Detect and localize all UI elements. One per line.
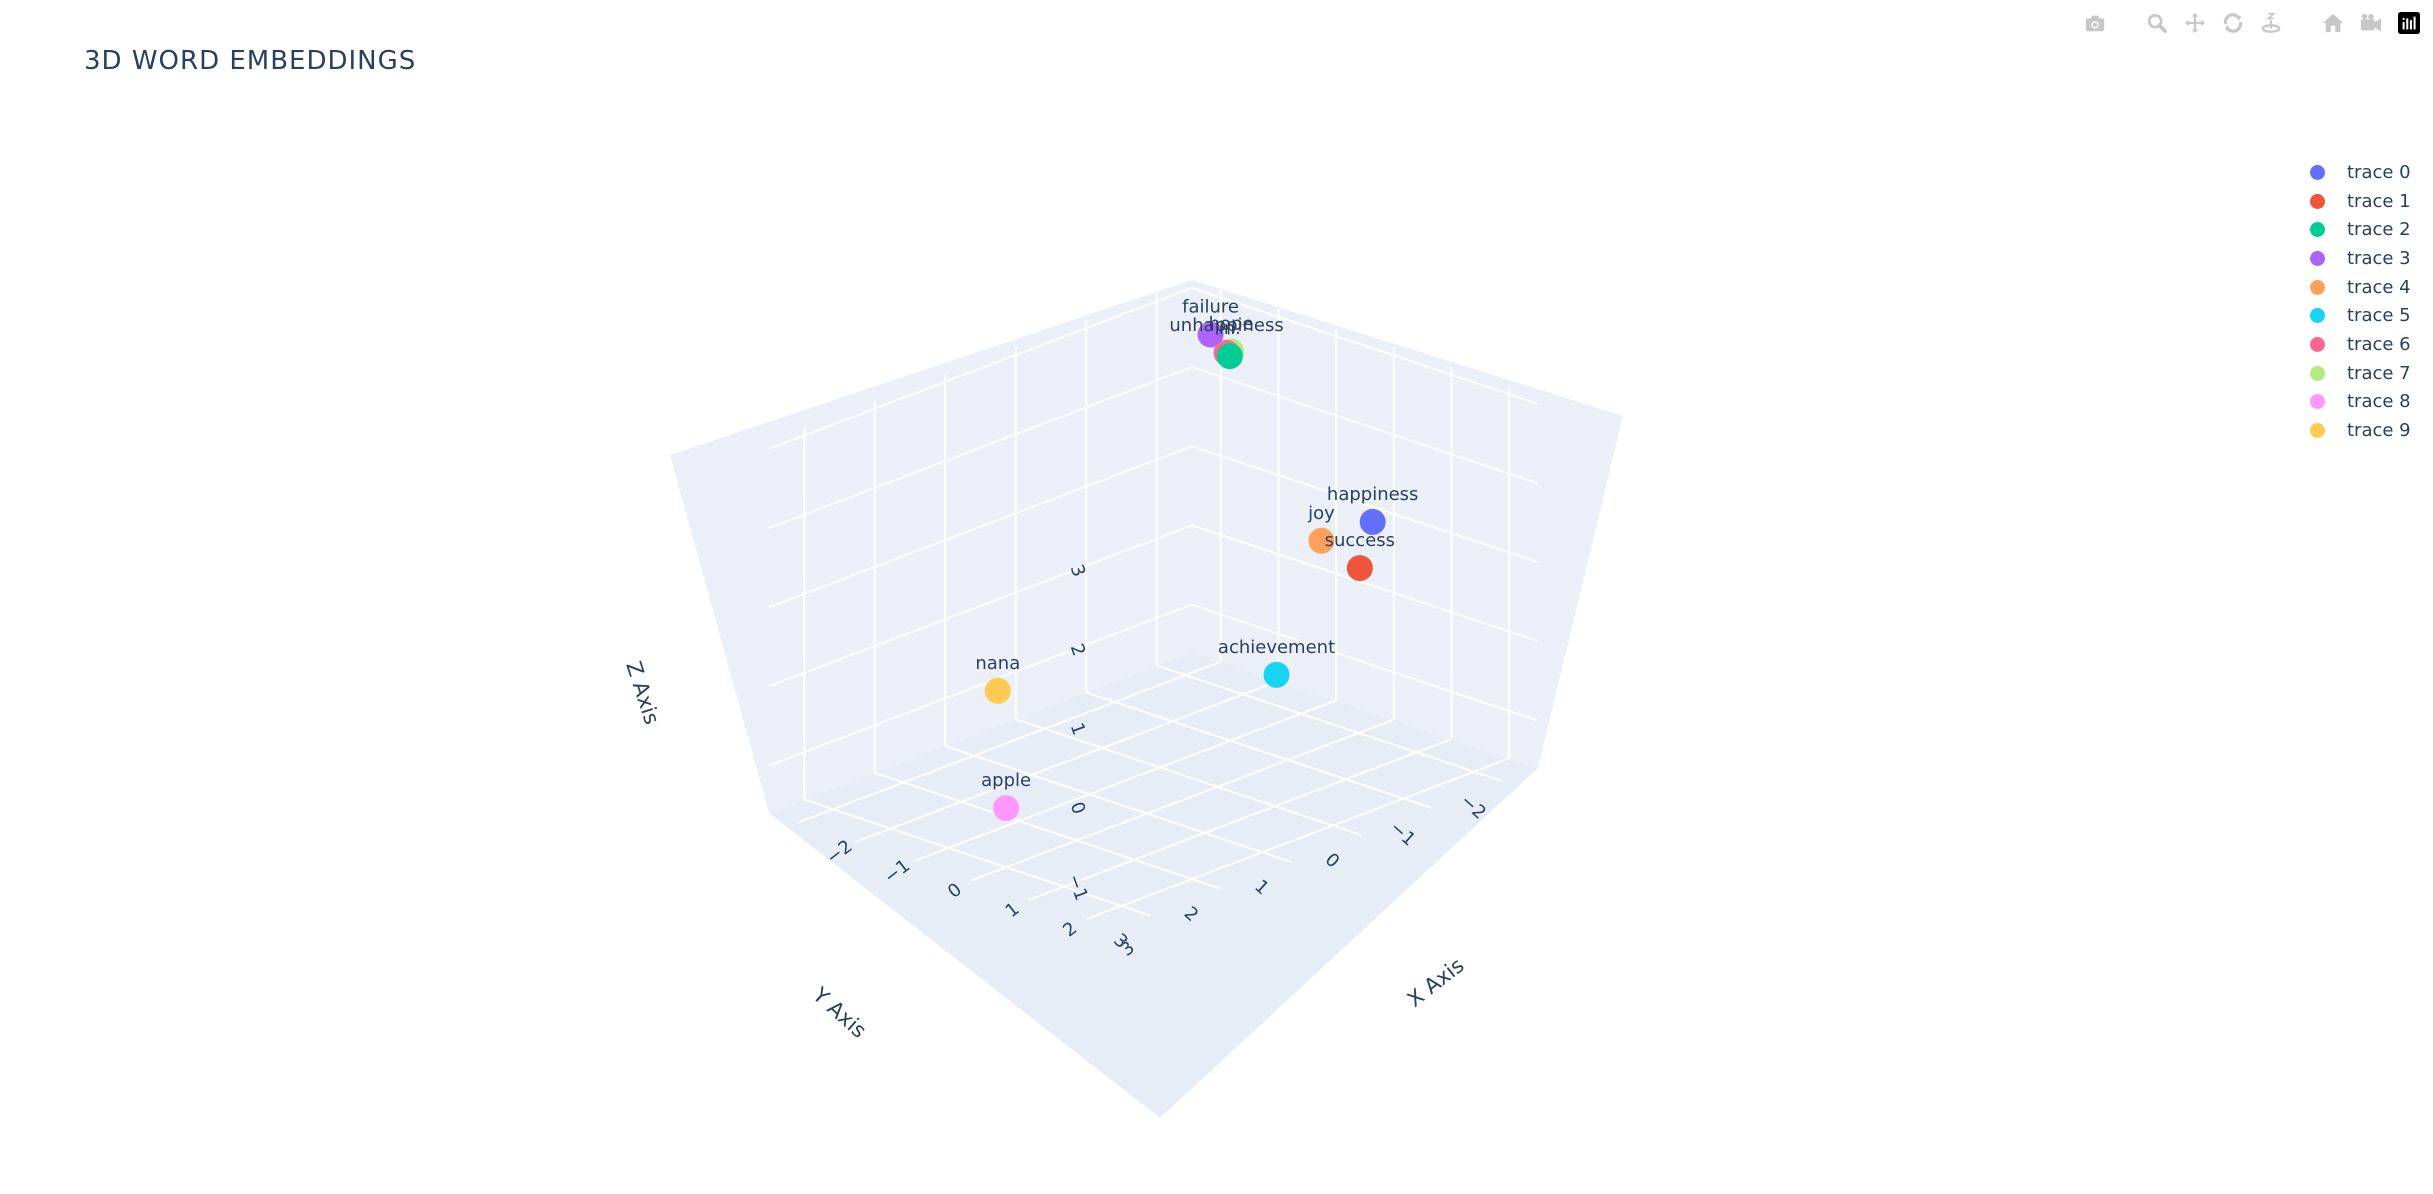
legend-marker bbox=[2310, 308, 2325, 324]
grid-line-wall-z bbox=[768, 603, 1193, 767]
grid-lines bbox=[768, 286, 1539, 921]
legend-label: trace 3 bbox=[2347, 247, 2411, 269]
point-label: success bbox=[1325, 530, 1395, 551]
legend-item[interactable]: trace 5 bbox=[2300, 301, 2420, 330]
grid-line-floor-x bbox=[1085, 757, 1510, 921]
marker[interactable] bbox=[1346, 555, 1373, 582]
legend-marker bbox=[2310, 222, 2325, 238]
grid-line-floor-x bbox=[1028, 738, 1452, 901]
legend-item[interactable]: trace 0 bbox=[2300, 158, 2420, 187]
floor-xy bbox=[769, 652, 1538, 1118]
legend-label: trace 9 bbox=[2347, 420, 2411, 442]
data-point-4[interactable]: joy bbox=[1307, 503, 1335, 554]
turntable-rotation-icon[interactable] bbox=[2259, 11, 2283, 35]
legend-label: trace 7 bbox=[2347, 362, 2411, 384]
legend-marker bbox=[2310, 250, 2325, 266]
marker[interactable] bbox=[993, 795, 1020, 822]
z-axis-title: Z Axis bbox=[621, 658, 664, 727]
camera-icon[interactable] bbox=[2083, 11, 2107, 35]
legend-marker bbox=[2310, 193, 2325, 209]
point-label: failure bbox=[1182, 297, 1239, 318]
plotly-logo-icon[interactable] bbox=[2397, 11, 2421, 35]
legend-label: trace 5 bbox=[2347, 305, 2411, 327]
last-save-camera-icon[interactable] bbox=[2359, 11, 2383, 35]
grid-line-wall-z bbox=[768, 366, 1193, 529]
data-point-2[interactable]: in. bbox=[1216, 318, 1243, 370]
point-label: hope bbox=[1209, 313, 1254, 334]
grid-line-floor-x bbox=[797, 660, 1222, 824]
marker[interactable] bbox=[984, 677, 1011, 704]
marker[interactable] bbox=[1216, 343, 1243, 370]
data-point-3[interactable]: failure bbox=[1182, 297, 1239, 348]
point-label: apple bbox=[981, 770, 1031, 791]
legend-item[interactable]: trace 9 bbox=[2300, 416, 2420, 445]
grid-line-floor-y bbox=[803, 798, 1151, 917]
legend-marker bbox=[2310, 279, 2325, 295]
modebar bbox=[2083, 6, 2421, 40]
legend-label: trace 1 bbox=[2347, 190, 2411, 212]
legend-label: trace 4 bbox=[2347, 276, 2411, 298]
legend-item[interactable]: trace 7 bbox=[2300, 359, 2420, 388]
reset-camera-icon[interactable] bbox=[2321, 11, 2345, 35]
legend-item[interactable]: trace 6 bbox=[2300, 330, 2420, 359]
chart-title: 3D WORD EMBEDDINGS bbox=[84, 46, 417, 76]
grid-line-floor-y bbox=[1156, 664, 1504, 783]
grid-line-floor-x bbox=[855, 680, 1279, 843]
grid-line-wall-z2 bbox=[1191, 286, 1539, 405]
legend-marker bbox=[2310, 423, 2325, 439]
marker[interactable] bbox=[1263, 661, 1290, 688]
grid-line-wall-z bbox=[768, 524, 1193, 688]
x-axis-title: X Axis bbox=[1403, 953, 1469, 1012]
legend-marker bbox=[2310, 336, 2325, 352]
legend-item[interactable]: trace 3 bbox=[2300, 244, 2420, 273]
data-point-8[interactable]: apple bbox=[981, 770, 1031, 822]
point-label: achievement bbox=[1218, 637, 1335, 658]
legend-label: trace 8 bbox=[2347, 391, 2411, 413]
legend-label: trace 0 bbox=[2347, 161, 2411, 183]
data-point-0[interactable]: happiness bbox=[1327, 484, 1419, 535]
legend-label: trace 6 bbox=[2347, 333, 2411, 355]
legend-item[interactable]: trace 8 bbox=[2300, 388, 2420, 417]
data-point-1[interactable]: success bbox=[1325, 530, 1395, 582]
pan-icon[interactable] bbox=[2183, 11, 2207, 35]
y-axis-title: Y Axis bbox=[807, 982, 871, 1043]
grid-line-floor-y bbox=[1015, 718, 1363, 837]
grid-line-wall-z2 bbox=[1191, 524, 1539, 643]
grid-line-wall-z bbox=[768, 445, 1193, 609]
zoom-icon[interactable] bbox=[2145, 11, 2169, 35]
legend-marker bbox=[2310, 164, 2325, 180]
data-point-5[interactable]: achievement bbox=[1218, 637, 1335, 688]
legend: trace 0 trace 1 trace 2 trace 3 trace 4 trace… bbox=[2300, 158, 2420, 445]
orbit-rotation-icon[interactable] bbox=[2221, 11, 2245, 35]
legend-item[interactable]: trace 2 bbox=[2300, 215, 2420, 244]
marker[interactable] bbox=[1197, 321, 1224, 348]
point-label: in. bbox=[1219, 318, 1241, 339]
grid-line-wall-z bbox=[768, 286, 1193, 450]
legend-item[interactable]: trace 4 bbox=[2300, 273, 2420, 302]
grid-line-wall-z2 bbox=[1191, 445, 1539, 564]
grid-line-floor-y bbox=[874, 771, 1222, 890]
legend-label: trace 2 bbox=[2347, 219, 2411, 241]
point-label: happiness bbox=[1327, 484, 1419, 505]
point-label: nana bbox=[975, 653, 1020, 674]
back-wall-xz bbox=[1192, 280, 1623, 768]
legend-marker bbox=[2310, 365, 2325, 381]
grid-line-floor-x bbox=[970, 718, 1395, 882]
marker[interactable] bbox=[1308, 527, 1335, 554]
legend-marker bbox=[2310, 394, 2325, 410]
grid-line-wall-z2 bbox=[1191, 366, 1539, 485]
grid-line-floor-x bbox=[912, 699, 1337, 863]
point-label: unhappiness bbox=[1169, 315, 1283, 336]
marker[interactable] bbox=[1359, 508, 1386, 535]
legend-item[interactable]: trace 1 bbox=[2300, 187, 2420, 216]
grid-line-floor-y bbox=[1085, 691, 1433, 810]
grid-line-wall-z2 bbox=[1191, 603, 1539, 722]
point-label: joy bbox=[1307, 503, 1335, 524]
grid-line-floor-y bbox=[944, 744, 1292, 863]
data-point-9[interactable]: nana bbox=[975, 653, 1020, 704]
